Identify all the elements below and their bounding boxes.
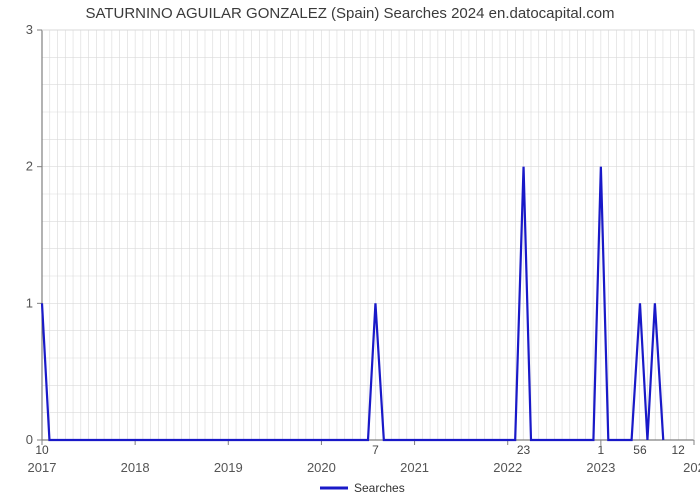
search-chart: SATURNINO AGUILAR GONZALEZ (Spain) Searc… (0, 0, 700, 500)
x-tick-label: 2023 (586, 460, 615, 475)
inner-bottom-label: 1 (598, 443, 605, 457)
chart-svg: SATURNINO AGUILAR GONZALEZ (Spain) Searc… (0, 0, 700, 500)
inner-bottom-label: 56 (633, 443, 647, 457)
chart-title: SATURNINO AGUILAR GONZALEZ (Spain) Searc… (85, 5, 614, 22)
legend-label: Searches (354, 481, 405, 495)
inner-bottom-label: 10 (35, 443, 49, 457)
y-tick-label: 2 (26, 159, 33, 174)
inner-bottom-label: 12 (671, 443, 685, 457)
x-tick-label: 2022 (493, 460, 522, 475)
y-tick-label: 3 (26, 22, 33, 37)
x-tick-label: 2018 (121, 460, 150, 475)
y-tick-label: 0 (26, 432, 33, 447)
y-tick-label: 1 (26, 295, 33, 310)
x-tick-label: 2021 (400, 460, 429, 475)
x-tick-label: 2020 (307, 460, 336, 475)
x-tick-label: 2017 (28, 460, 57, 475)
x-tick-label: 202 (683, 460, 700, 475)
chart-background (0, 0, 700, 500)
inner-bottom-label: 23 (517, 443, 531, 457)
inner-bottom-label: 7 (372, 443, 379, 457)
x-tick-label: 2019 (214, 460, 243, 475)
